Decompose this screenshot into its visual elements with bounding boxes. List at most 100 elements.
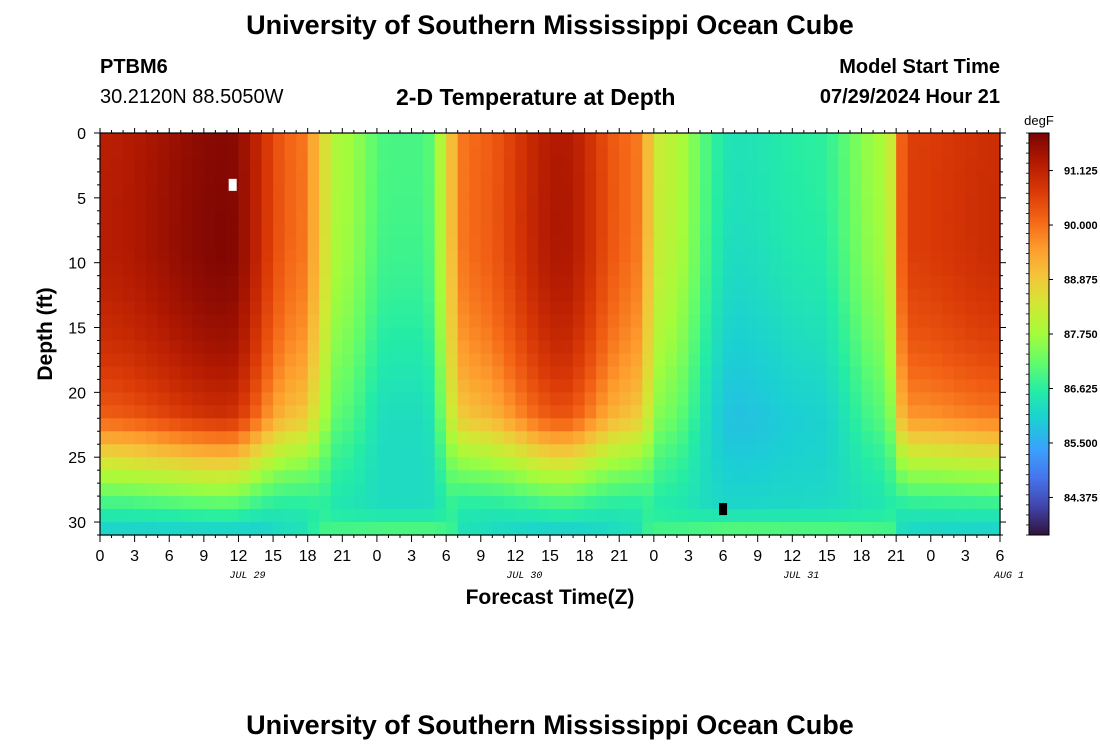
heatmap-cell bbox=[226, 522, 240, 536]
heatmap-cell bbox=[757, 509, 770, 523]
heatmap-cell bbox=[423, 431, 436, 445]
heatmap-cell bbox=[919, 483, 932, 497]
heatmap-cell bbox=[434, 145, 447, 160]
heatmap-cell bbox=[446, 509, 459, 523]
heatmap-cell bbox=[642, 197, 655, 212]
heatmap-cell bbox=[942, 314, 955, 329]
heatmap-cell bbox=[988, 184, 1001, 199]
heatmap-cell bbox=[700, 301, 713, 316]
heatmap-cell bbox=[642, 236, 655, 251]
heatmap-cell bbox=[630, 366, 643, 380]
heatmap-cell bbox=[157, 327, 170, 342]
heatmap-cell bbox=[134, 483, 147, 497]
heatmap-cell bbox=[423, 197, 436, 212]
heatmap-cell bbox=[734, 184, 747, 199]
heatmap-cell bbox=[976, 470, 990, 484]
heatmap-cell bbox=[446, 457, 459, 471]
heatmap-cell bbox=[573, 171, 586, 186]
heatmap-cell bbox=[261, 509, 274, 523]
heatmap-cell bbox=[526, 184, 540, 199]
y-tick-label: 0 bbox=[77, 126, 86, 143]
heatmap-cell bbox=[526, 223, 540, 238]
heatmap-cell bbox=[180, 262, 193, 277]
heatmap-cell bbox=[723, 366, 736, 380]
heatmap-cell bbox=[134, 418, 147, 432]
heatmap-cell bbox=[953, 366, 966, 380]
heatmap-cell bbox=[538, 418, 551, 432]
heatmap-cell bbox=[134, 522, 147, 536]
heatmap-cell bbox=[700, 314, 713, 329]
heatmap-cell bbox=[226, 236, 240, 251]
heatmap-cell bbox=[446, 379, 459, 393]
heatmap-cell bbox=[573, 249, 586, 264]
heatmap-cell bbox=[550, 418, 563, 432]
heatmap-cell bbox=[376, 145, 390, 160]
heatmap-cell bbox=[400, 366, 413, 380]
heatmap-cell bbox=[480, 171, 493, 186]
heatmap-cell bbox=[896, 379, 909, 393]
heatmap-cell bbox=[550, 145, 563, 160]
heatmap-cell bbox=[111, 145, 124, 160]
heatmap-cell bbox=[596, 314, 609, 329]
heatmap-cell bbox=[169, 340, 182, 355]
heatmap-cell bbox=[676, 457, 690, 471]
heatmap-cell bbox=[446, 327, 459, 342]
heatmap-cell bbox=[457, 197, 470, 212]
heatmap-cell bbox=[700, 158, 713, 173]
heatmap-cell bbox=[642, 457, 655, 471]
heatmap-cell bbox=[607, 509, 620, 523]
heatmap-cell bbox=[226, 275, 240, 290]
heatmap-cell bbox=[769, 223, 782, 238]
heatmap-cell bbox=[434, 353, 447, 368]
heatmap-cell bbox=[607, 340, 620, 355]
heatmap-cell bbox=[123, 496, 136, 510]
heatmap-cell bbox=[988, 210, 1001, 225]
heatmap-cell bbox=[457, 145, 470, 160]
heatmap-cell bbox=[284, 379, 297, 393]
heatmap-cell bbox=[803, 145, 816, 160]
heatmap-cell bbox=[619, 431, 632, 445]
heatmap-cell bbox=[446, 197, 459, 212]
heatmap-cell bbox=[342, 145, 355, 160]
heatmap-cell bbox=[353, 171, 366, 186]
heatmap-cell bbox=[538, 483, 551, 497]
heatmap-cell bbox=[330, 470, 343, 484]
heatmap-cell bbox=[492, 444, 505, 458]
heatmap-cell bbox=[561, 327, 574, 342]
heatmap-cell bbox=[469, 457, 482, 471]
heatmap-cell bbox=[180, 197, 193, 212]
heatmap-cell bbox=[896, 249, 909, 264]
heatmap-cell bbox=[515, 353, 528, 368]
heatmap-cell bbox=[573, 379, 586, 393]
heatmap-cell bbox=[711, 418, 724, 432]
heatmap-cell bbox=[607, 353, 620, 368]
heatmap-cell bbox=[665, 405, 678, 419]
heatmap-cell bbox=[319, 418, 332, 432]
heatmap-cell bbox=[907, 223, 920, 238]
heatmap-cell bbox=[873, 418, 886, 432]
heatmap-cell bbox=[884, 171, 897, 186]
heatmap-cell bbox=[607, 210, 620, 225]
heatmap-cell bbox=[757, 145, 770, 160]
heatmap-cell bbox=[100, 457, 113, 471]
heatmap-cell bbox=[388, 275, 401, 290]
heatmap-cell bbox=[573, 262, 586, 277]
heatmap-cell bbox=[411, 249, 424, 264]
heatmap-cell bbox=[250, 457, 263, 471]
heatmap-cell bbox=[919, 496, 932, 510]
heatmap-cell bbox=[238, 158, 251, 173]
heatmap-cell bbox=[665, 288, 678, 303]
heatmap-cell bbox=[157, 133, 170, 147]
heatmap-cell bbox=[723, 158, 736, 173]
heatmap-cell bbox=[896, 353, 909, 368]
heatmap-cell bbox=[515, 457, 528, 471]
heatmap-cell bbox=[953, 470, 966, 484]
heatmap-cell bbox=[942, 145, 955, 160]
heatmap-cell bbox=[353, 366, 366, 380]
heatmap-cell bbox=[376, 444, 390, 458]
heatmap-cell bbox=[803, 301, 816, 316]
heatmap-cell bbox=[873, 444, 886, 458]
heatmap-cell bbox=[653, 470, 666, 484]
colorbar-tick-label: 86.625 bbox=[1064, 383, 1098, 395]
